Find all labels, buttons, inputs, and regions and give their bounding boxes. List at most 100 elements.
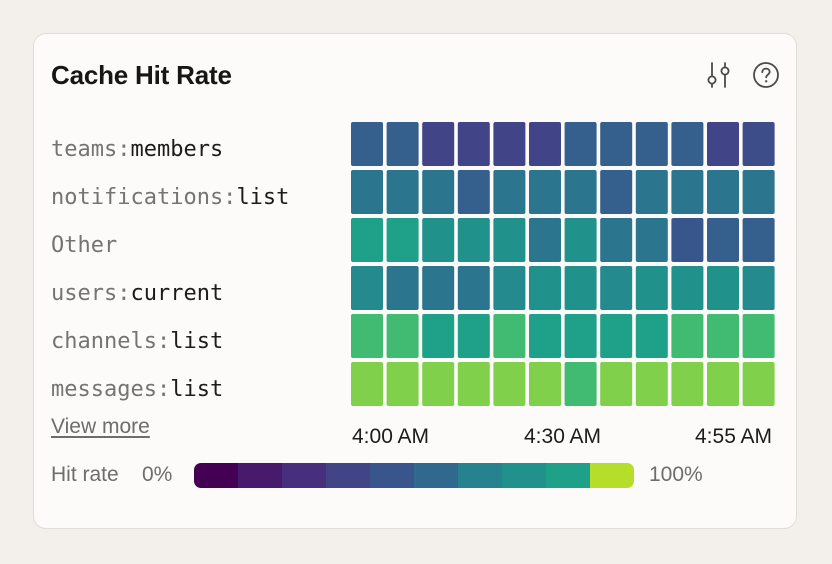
heatmap-cell[interactable] — [351, 218, 383, 262]
time-label-end: 4:55 AM — [695, 425, 773, 448]
heatmap-cell[interactable] — [742, 314, 775, 358]
row-label-users-current: users:current — [51, 279, 223, 309]
time-label-mid: 4:30 AM — [524, 425, 602, 448]
heatmap-cell[interactable] — [564, 314, 597, 358]
legend-segment — [238, 463, 282, 488]
heatmap-cell[interactable] — [742, 266, 775, 310]
heatmap-cell[interactable] — [600, 362, 633, 406]
heatmap-cell[interactable] — [529, 362, 561, 406]
heatmap-cell[interactable] — [564, 218, 597, 262]
heatmap-cell[interactable] — [351, 314, 383, 358]
legend-segment — [546, 463, 590, 488]
heatmap-cell[interactable] — [600, 266, 633, 310]
row-key: list — [236, 185, 290, 210]
heatmap-cell[interactable] — [564, 362, 597, 406]
heatmap-cell[interactable] — [386, 122, 419, 166]
heatmap-cell[interactable] — [457, 218, 490, 262]
heatmap-cell[interactable] — [707, 314, 739, 358]
heatmap-cell[interactable] — [635, 122, 668, 166]
heatmap-cell[interactable] — [671, 266, 704, 310]
heatmap-cell[interactable] — [564, 170, 597, 214]
heatmap-cell[interactable] — [351, 122, 383, 166]
heatmap-cell[interactable] — [493, 266, 526, 310]
heatmap-cell[interactable] — [422, 218, 455, 262]
heatmap-cell[interactable] — [386, 362, 419, 406]
heatmap-cell[interactable] — [671, 170, 704, 214]
heatmap-cell[interactable] — [386, 218, 419, 262]
heatmap-cell[interactable] — [671, 362, 704, 406]
heatmap-cell[interactable] — [635, 314, 668, 358]
heatmap-cell[interactable] — [529, 314, 561, 358]
heatmap-cell[interactable] — [635, 218, 668, 262]
row-key: list — [170, 377, 224, 402]
heatmap-cell[interactable] — [742, 218, 775, 262]
heatmap-cell[interactable] — [707, 266, 739, 310]
legend-segment — [414, 463, 458, 488]
row-key: Other — [51, 233, 118, 258]
heatmap-cell[interactable] — [351, 170, 383, 214]
heatmap-cell[interactable] — [564, 266, 597, 310]
legend-segment — [326, 463, 370, 488]
heatmap-cell[interactable] — [493, 314, 526, 358]
heatmap-cell[interactable] — [386, 314, 419, 358]
heatmap-cell[interactable] — [386, 266, 419, 310]
heatmap-cell[interactable] — [422, 122, 455, 166]
heatmap-cell[interactable] — [457, 170, 490, 214]
row-label-other: Other — [51, 231, 117, 261]
heatmap-cell[interactable] — [707, 218, 739, 262]
heatmap-cell[interactable] — [422, 170, 455, 214]
heatmap-cell[interactable] — [600, 314, 633, 358]
heatmap-cell[interactable] — [457, 266, 490, 310]
heatmap-cell[interactable] — [529, 266, 561, 310]
view-more-link[interactable]: View more — [51, 415, 150, 438]
legend-segment — [194, 463, 238, 488]
row-label-notifications-list: notifications:list — [51, 183, 289, 213]
row-label-teams-members: teams:members — [51, 135, 223, 165]
heatmap-cell[interactable] — [707, 170, 739, 214]
heatmap-cell[interactable] — [529, 170, 561, 214]
help-circle-icon[interactable] — [751, 60, 781, 90]
heatmap-cell[interactable] — [707, 122, 739, 166]
legend-segment — [502, 463, 546, 488]
legend-segment — [458, 463, 502, 488]
heatmap-cell[interactable] — [529, 218, 561, 262]
heatmap-cell[interactable] — [493, 218, 526, 262]
heatmap-cell[interactable] — [635, 362, 668, 406]
heatmap-cell[interactable] — [422, 266, 455, 310]
heatmap-cell[interactable] — [529, 122, 561, 166]
heatmap-cell[interactable] — [422, 314, 455, 358]
heatmap-cell[interactable] — [493, 362, 526, 406]
heatmap-cell[interactable] — [671, 122, 704, 166]
heatmap-cell[interactable] — [386, 170, 419, 214]
heatmap-cell[interactable] — [707, 362, 739, 406]
row-prefix: messages: — [51, 377, 171, 402]
row-prefix: teams: — [51, 137, 131, 162]
heatmap-cell[interactable] — [635, 170, 668, 214]
heatmap-cell[interactable] — [600, 170, 633, 214]
legend-color-scale — [194, 463, 634, 488]
heatmap-cell[interactable] — [457, 314, 490, 358]
row-label-messages-list: messages:list — [51, 375, 223, 405]
card-title: Cache Hit Rate — [51, 60, 232, 90]
time-label-start: 4:00 AM — [352, 425, 430, 448]
heatmap-cell[interactable] — [351, 362, 383, 406]
heatmap-cell[interactable] — [493, 122, 526, 166]
heatmap-cell[interactable] — [457, 122, 490, 166]
heatmap-cell[interactable] — [422, 362, 455, 406]
heatmap-cell[interactable] — [635, 266, 668, 310]
heatmap-cell[interactable] — [742, 362, 775, 406]
heatmap-cell[interactable] — [564, 122, 597, 166]
heatmap-cell[interactable] — [671, 218, 704, 262]
legend-min-label: 0% — [142, 463, 173, 486]
sliders-icon[interactable] — [704, 60, 734, 90]
heatmap-cell[interactable] — [600, 218, 633, 262]
heatmap-cell[interactable] — [493, 170, 526, 214]
heatmap-cell[interactable] — [351, 266, 383, 310]
heatmap-cell[interactable] — [600, 122, 633, 166]
heatmap-cell[interactable] — [457, 362, 490, 406]
heatmap-cell[interactable] — [742, 122, 775, 166]
legend-segment — [590, 463, 634, 488]
heatmap-cell[interactable] — [671, 314, 704, 358]
row-label-channels-list: channels:list — [51, 327, 223, 357]
heatmap-cell[interactable] — [742, 170, 775, 214]
